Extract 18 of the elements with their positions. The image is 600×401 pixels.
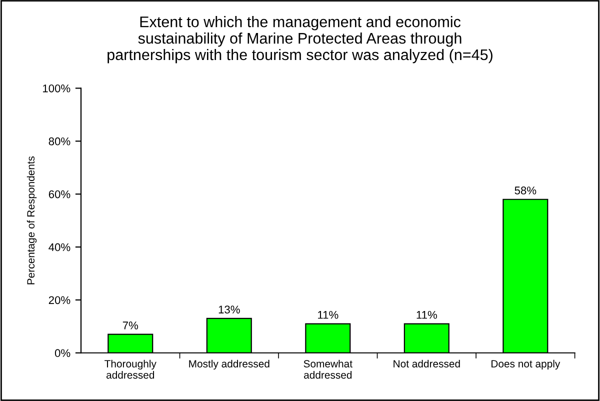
y-tick-label: 40% — [48, 243, 70, 252]
y-tick-label: 100% — [43, 84, 70, 92]
chart-title: Extent to which the management and economic sustainability of Marine Protected Areas through partnerships with the tourism sector was analyzed (n=45) — [108, 16, 492, 64]
x-tick-label: Thoroughly addressed — [104, 360, 156, 379]
y-axis-title: Percentage of Respondents — [26, 156, 37, 284]
x-tick-label: Somewhat addressed — [304, 360, 352, 379]
data-label: 11% — [416, 310, 437, 319]
x-tick-label: Not addressed — [394, 360, 460, 368]
y-tick-label: 20% — [48, 296, 70, 304]
y-tick-label: 80% — [48, 137, 70, 146]
data-label: 58% — [514, 186, 536, 194]
y-tick-label: 0% — [54, 349, 70, 358]
x-tick-label: Does not apply — [492, 360, 560, 370]
y-tick-label: 60% — [48, 190, 70, 198]
data-label: 11% — [318, 310, 338, 319]
data-label: 7% — [122, 322, 138, 330]
x-tick-label: Mostly addressed — [189, 360, 270, 370]
data-label: 13% — [218, 306, 240, 314]
